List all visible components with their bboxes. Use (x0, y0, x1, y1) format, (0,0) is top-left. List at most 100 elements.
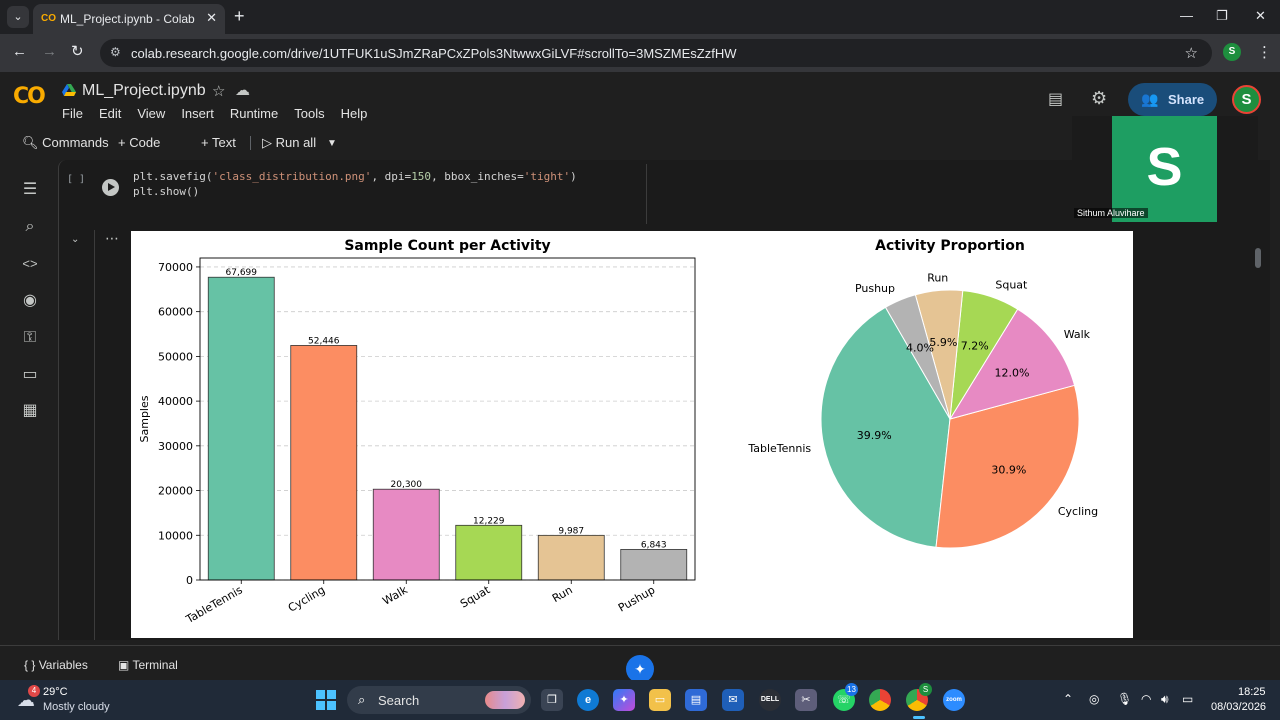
chrome-icon[interactable] (869, 689, 891, 711)
menu-help[interactable]: Help (340, 106, 368, 121)
pie-pct-label: 5.9% (929, 336, 957, 349)
y-tick-label: 30000 (158, 440, 193, 453)
toolbar-divider (250, 136, 251, 150)
x-tick-label: Walk (380, 583, 410, 608)
people-icon: 👥 (1141, 91, 1159, 107)
run-all-button[interactable]: ▷ Run all (262, 135, 317, 150)
store-icon[interactable]: ▤ (685, 689, 707, 711)
edge-icon[interactable]: e (577, 689, 599, 711)
run-all-dropdown-icon[interactable]: ▼ (327, 138, 337, 149)
variables-button[interactable]: { } Variables (24, 658, 88, 672)
code-editor[interactable]: plt.savefig('class_distribution.png', dp… (97, 164, 647, 224)
restore-button[interactable]: ❐ (1216, 8, 1228, 23)
files-folder-icon[interactable]: ▭ (22, 366, 38, 383)
clock-time[interactable]: 18:25 (1238, 686, 1266, 698)
bar-value-label: 67,699 (226, 268, 258, 278)
bar (455, 524, 523, 581)
bookmark-star-icon[interactable]: ☆ (1184, 45, 1198, 62)
pie-category-label: Pushup (855, 282, 895, 295)
gemini-sparkle-button[interactable]: ✦ (626, 655, 654, 683)
scrollbar-thumb[interactable] (1255, 248, 1261, 268)
menu-file[interactable]: File (62, 106, 83, 121)
notebook-title[interactable]: ML_Project.ipynb (82, 82, 206, 99)
pie-category-label: Squat (995, 279, 1028, 292)
x-tick-label: Squat (458, 583, 493, 611)
taskbar-search[interactable]: ⌕ Search (347, 686, 531, 714)
collapse-output-icon[interactable]: ⌄ (71, 234, 80, 245)
dell-icon[interactable]: DELL (759, 689, 781, 711)
pie-category-label: Cycling (1058, 505, 1098, 518)
share-label: Share (1168, 92, 1205, 107)
account-avatar[interactable]: S (1232, 85, 1261, 114)
secrets-key-icon[interactable]: ⚿ (23, 329, 37, 346)
find-replace-icon[interactable]: ⌕ (25, 218, 35, 235)
menu-edit[interactable]: Edit (98, 106, 122, 121)
clock-date[interactable]: 08/03/2026 (1211, 701, 1267, 713)
code-cell[interactable]: [ ] plt.savefig('class_distribution.png'… (59, 160, 1271, 224)
x-tick-label: TableTennis (183, 583, 245, 626)
browser-tab[interactable]: CO ML_Project.ipynb - Colab ✕ (33, 4, 225, 34)
copilot-icon[interactable]: ✦ (613, 689, 635, 711)
terminal-button[interactable]: ▣ Terminal (118, 658, 178, 672)
data-table-icon[interactable]: ▦ (22, 402, 38, 419)
new-tab-button[interactable]: + (234, 6, 245, 26)
menu-tools[interactable]: Tools (294, 106, 325, 121)
y-tick-label: 10000 (158, 529, 193, 542)
matplotlib-figure: Sample Count per Activity 0 10000 20000 3000… (138, 238, 1098, 626)
gear-icon[interactable]: ⚙ (1091, 88, 1108, 108)
pie-pct-label: 7.2% (961, 340, 989, 353)
pie-category-label: Walk (1064, 328, 1091, 341)
output-menu-icon[interactable]: ⋯ (105, 230, 120, 246)
snipping-tool-icon[interactable]: ✂ (795, 689, 817, 711)
output-divider (94, 230, 95, 640)
speaker-icon[interactable]: 🔊︎ (1161, 692, 1169, 706)
add-text-button[interactable]: + Text (201, 135, 236, 150)
tray-app-icon[interactable]: ◎ (1089, 692, 1100, 706)
task-view-icon[interactable]: ❐ (541, 689, 563, 711)
minimize-button[interactable]: — (1180, 8, 1193, 23)
battery-icon[interactable]: ▭ (1182, 692, 1194, 706)
browser-profile-avatar[interactable]: S (1223, 43, 1241, 61)
zoom-icon[interactable]: zoom (943, 689, 965, 711)
pie-category-label: Run (927, 272, 948, 285)
menu-runtime[interactable]: Runtime (229, 106, 279, 121)
pie-chart: Activity Proportion 39.9% TableTennis 30.9%… (747, 238, 1098, 549)
tab-search-button[interactable]: ⌄ (7, 6, 29, 28)
notebook-toolbar: 🔍︎ Commands + Code + Text ▷ Run all ▼ (0, 130, 1280, 156)
variables-inspector-icon[interactable]: ◉ (23, 292, 37, 309)
wifi-icon[interactable]: ◠ (1141, 692, 1152, 706)
drive-icon (62, 84, 76, 96)
windows-start-button[interactable] (316, 690, 336, 710)
address-bar[interactable]: ⚙ colab.research.google.com/drive/1UTFUK… (100, 39, 1212, 67)
y-tick-label: 0 (186, 574, 193, 587)
tab-close-icon[interactable]: ✕ (206, 10, 217, 25)
share-button[interactable]: 👥 Share (1128, 83, 1217, 116)
pie-slice (884, 294, 951, 420)
table-of-contents-icon[interactable]: ☰ (22, 181, 38, 198)
browser-toolbar: ← → ↻ ⚙ colab.research.google.com/drive/… (0, 34, 1280, 72)
back-arrow-icon[interactable]: ← (12, 43, 27, 60)
participant-avatar: S (1112, 116, 1217, 222)
forward-arrow-icon[interactable]: → (42, 43, 57, 60)
star-icon[interactable]: ☆ (212, 83, 226, 100)
site-info-icon[interactable]: ⚙ (110, 45, 121, 59)
menu-insert[interactable]: Insert (181, 106, 214, 121)
file-explorer-icon[interactable]: ▭ (649, 689, 671, 711)
run-cell-button[interactable] (102, 179, 119, 196)
bar-value-label: 20,300 (391, 480, 423, 490)
colab-logo[interactable]: CO (13, 84, 46, 109)
reload-icon[interactable]: ↻ (71, 43, 84, 60)
chevron-up-icon[interactable]: ⌃ (1063, 692, 1074, 706)
outlook-icon[interactable]: ✉ (722, 689, 744, 711)
code-snippets-icon[interactable]: <> (22, 256, 38, 271)
tab-title: ML_Project.ipynb - Colab (60, 12, 195, 26)
menu-view[interactable]: View (137, 106, 166, 121)
commands-button[interactable]: 🔍︎ Commands (22, 135, 109, 150)
pie-pct-label: 12.0% (995, 367, 1030, 380)
microphone-icon[interactable]: 🎙︎ (1117, 692, 1133, 706)
comment-icon[interactable]: ▤ (1048, 91, 1064, 108)
video-call-tile[interactable]: S Sithum Aluvihare (1072, 116, 1258, 222)
browser-menu-icon[interactable]: ⋮ (1257, 44, 1272, 61)
add-code-button[interactable]: + Code (118, 135, 161, 150)
close-window-button[interactable]: ✕ (1255, 8, 1266, 23)
